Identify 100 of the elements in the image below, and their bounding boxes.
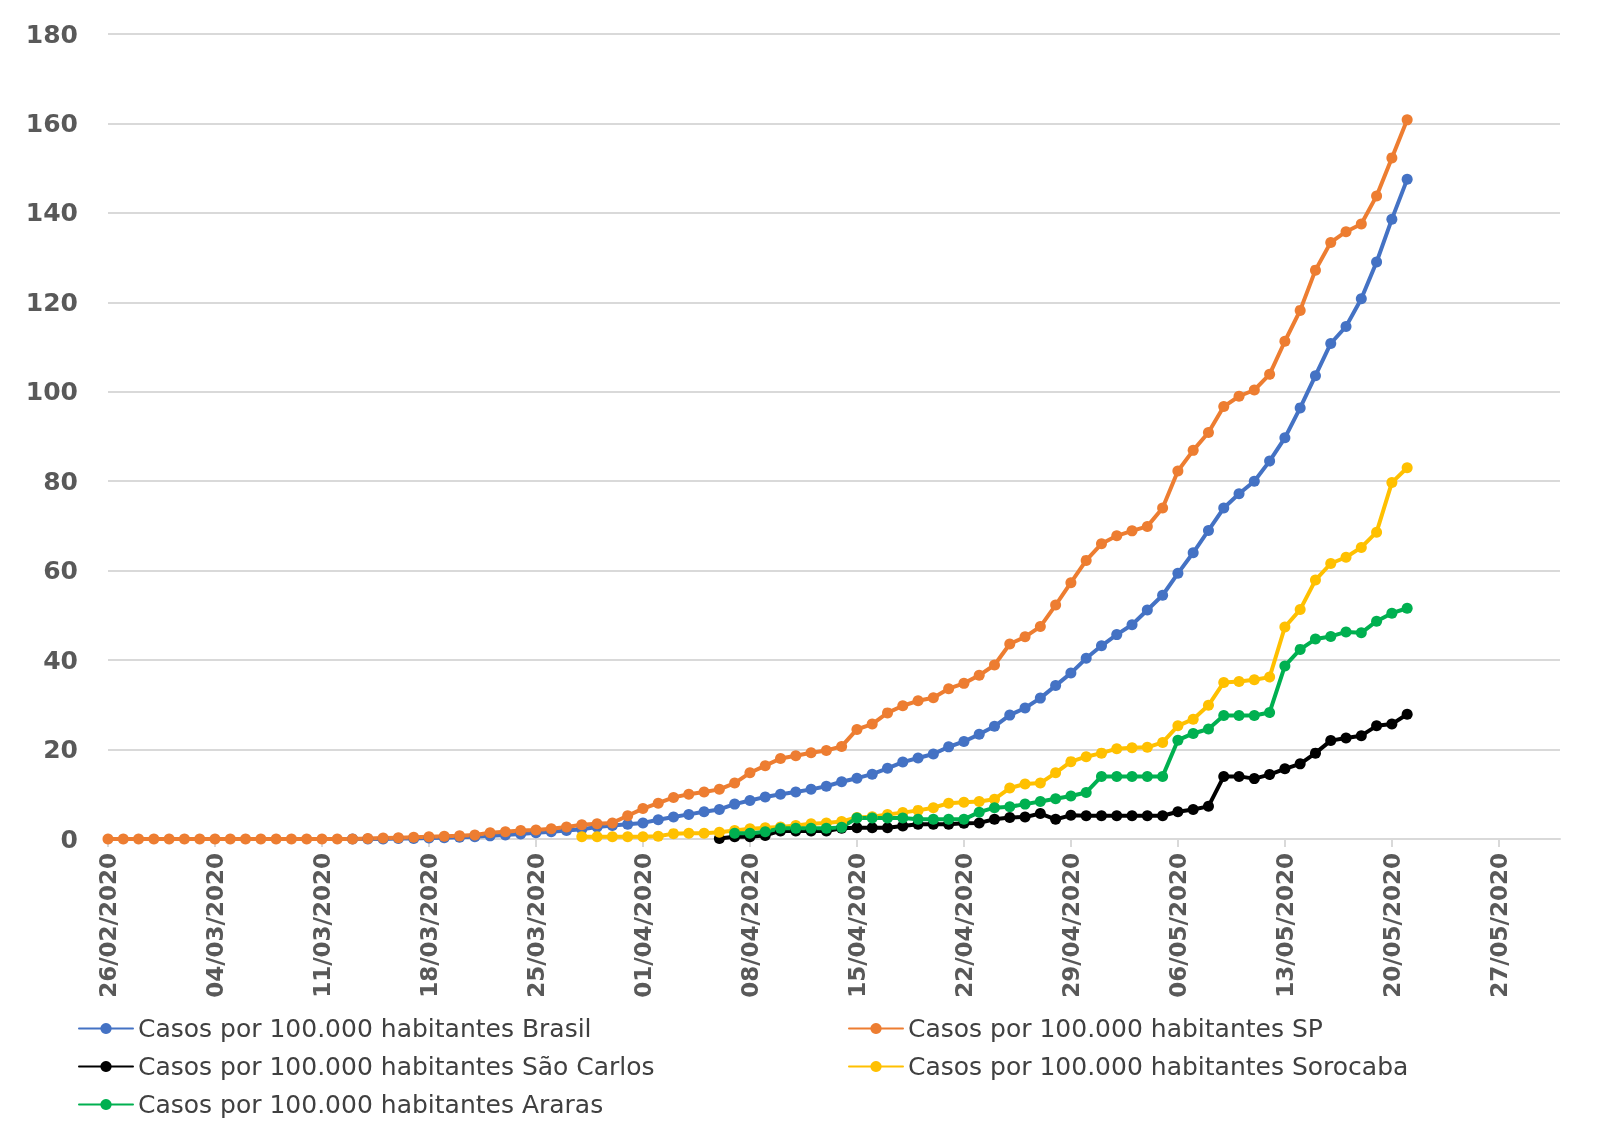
point [882,812,893,824]
point [1126,770,1138,782]
point [989,813,1000,825]
point [698,827,710,839]
point [958,796,970,808]
point [1065,790,1077,802]
x-tick-label: 11/03/2020 [308,853,335,998]
point [1309,574,1321,586]
point [1141,810,1153,822]
x-tick-label: 04/03/2020 [201,853,228,998]
point [1248,710,1260,722]
point [1264,706,1276,718]
point [713,826,725,838]
y-tick-label: 0 [60,824,78,854]
point [973,806,985,818]
point [1095,747,1107,759]
point [912,813,924,825]
y-tick-label: 120 [25,287,78,317]
point [683,827,695,839]
x-tick-label: 26/02/2020 [95,853,121,998]
point [1294,643,1306,655]
point [1248,674,1260,686]
point [1264,769,1276,781]
point [943,813,955,825]
point [1065,756,1077,768]
point [1218,770,1230,782]
point [1202,800,1214,812]
point [897,812,909,824]
point [1371,615,1383,627]
point [1126,742,1138,754]
point [1004,801,1016,813]
point [1172,720,1184,732]
point [1340,732,1352,744]
point [668,828,680,840]
y-tick-label: 100 [25,377,78,407]
point [1065,809,1077,821]
legend-label: Casos por 100.000 habitantes Sorocaba [908,1052,1409,1081]
point [882,822,893,834]
point [1294,758,1306,770]
y-tick-label: 60 [43,556,78,586]
point [1157,736,1169,748]
x-tick-label: 08/04/2020 [736,853,763,998]
point [927,802,939,814]
point [1218,676,1230,688]
point [637,831,649,843]
point [1401,708,1413,720]
point [1034,777,1046,789]
point [1187,803,1199,815]
point [1050,793,1062,805]
point [1355,541,1367,553]
point [1340,626,1352,638]
x-tick-label: 25/03/2020 [522,853,549,998]
point [1202,723,1214,735]
point [1386,718,1398,730]
y-tick-label: 180 [25,19,78,49]
point [1371,720,1383,732]
point [1279,660,1291,672]
point [622,831,634,843]
point [1050,767,1062,779]
y-tick-label: 160 [25,108,78,138]
point [1172,806,1184,818]
point [1309,633,1321,645]
point [1019,798,1031,810]
y-tick-label: 80 [43,466,78,496]
point [1248,773,1260,785]
point [973,795,985,807]
point [1095,810,1107,822]
point [1019,778,1031,790]
point [1279,763,1291,775]
point [1111,810,1123,822]
point [576,831,588,843]
point [866,822,878,834]
point [1034,795,1046,807]
point [1233,770,1245,782]
point [652,830,664,842]
point [1294,604,1306,616]
point [744,827,756,839]
x-tick-label: 22/04/2020 [950,853,977,998]
point [1019,811,1031,823]
point [1355,730,1367,742]
x-tick-label: 20/05/2020 [1378,853,1405,998]
point [1141,770,1153,782]
legend-label: Casos por 100.000 habitantes São Carlos [138,1052,655,1081]
point [1279,621,1291,633]
point [1325,735,1337,747]
point [927,813,939,825]
point [1157,770,1169,782]
point [1187,727,1199,739]
point [1401,462,1413,474]
x-tick-label: 06/05/2020 [1164,853,1191,998]
point [1187,713,1199,725]
legend-label: Casos por 100.000 habitantes SP [908,1014,1323,1043]
point [958,813,970,825]
point [1233,710,1245,722]
point [989,802,1000,814]
point [1080,810,1092,822]
point [1325,558,1337,570]
point [1264,671,1276,683]
point [1111,743,1123,755]
point [1355,627,1367,639]
